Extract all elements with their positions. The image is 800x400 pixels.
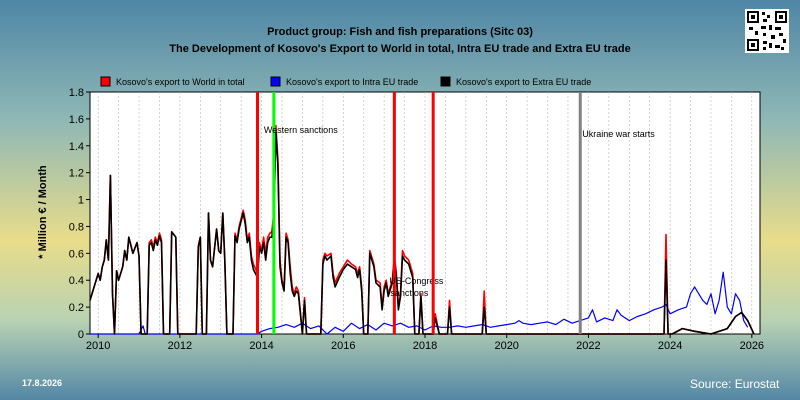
qr-code-icon (745, 9, 789, 53)
chart-titles: Product group: Fish and fish preparation… (0, 24, 800, 58)
legend-label-3: Kosovo's export to Extra EU trade (456, 77, 591, 87)
x-tick-label: 2022 (576, 340, 600, 352)
x-tick-label: 2018 (413, 340, 437, 352)
y-tick-label: 1.6 (69, 114, 84, 126)
y-tick-label: 1.4 (69, 141, 84, 153)
y-tick-label: 0.8 (69, 221, 84, 233)
source-credit: Source: Eurostat (690, 377, 780, 391)
annotation-label-7: Ukraine war starts (582, 129, 655, 139)
x-tick-label: 2010 (86, 340, 110, 352)
y-tick-label: 0.6 (69, 248, 84, 260)
annotation-label-2: Western sanctions (264, 125, 338, 135)
date-stamp: 17.8.2026 (22, 378, 63, 388)
annotation-label-5: sanctions (390, 288, 429, 298)
legend-swatch-3 (440, 76, 451, 87)
x-tick-label: 2016 (331, 340, 355, 352)
y-tick-label: 1 (78, 195, 84, 207)
x-tick-label: 2026 (740, 340, 764, 352)
x-tick-label: 2020 (494, 340, 518, 352)
y-tick-label: 0 (78, 329, 84, 341)
x-tick-label: 2012 (168, 340, 192, 352)
y-axis-label: * Million € / Month (37, 165, 49, 259)
chart-subtitle: The Development of Kosovo's Export to Wo… (169, 43, 631, 55)
x-tick-label: 2014 (249, 340, 273, 352)
series-line-2 (90, 271, 749, 335)
y-tick-label: 0.4 (69, 275, 84, 287)
legend-label-2: Kosovo's export to Intra EU trade (286, 77, 418, 87)
legend-label-1: Kosovo's export to World in total (116, 77, 245, 87)
chart-title: Product group: Fish and fish preparation… (267, 26, 533, 38)
annotation-label-4: US-Congress (389, 276, 444, 286)
y-tick-label: 1.8 (69, 87, 84, 99)
y-tick-label: 0.2 (69, 302, 84, 314)
legend-swatch-1 (100, 76, 111, 87)
y-tick-label: 1.2 (69, 168, 84, 180)
series-line-3 (89, 131, 755, 335)
legend-swatch-2 (270, 76, 281, 87)
x-tick-label: 2024 (658, 340, 682, 352)
